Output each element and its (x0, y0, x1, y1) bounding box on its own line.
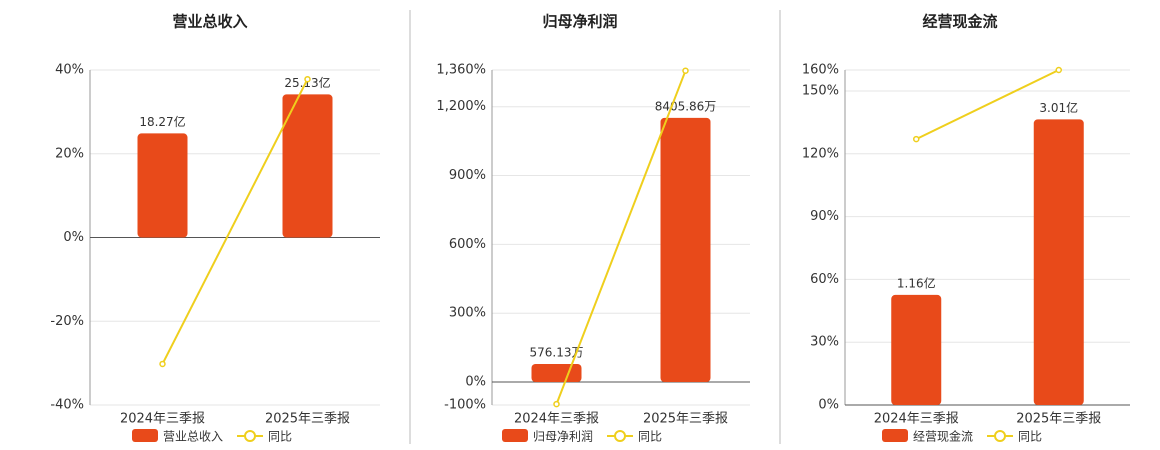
legend-label: 归母净利润 (533, 430, 593, 444)
bar (891, 294, 942, 405)
y-tick-label: 1,360% (436, 63, 486, 78)
value-label: 3.01亿 (1039, 100, 1078, 115)
line (161, 78, 309, 365)
legend-swatch (882, 429, 908, 442)
bar (137, 133, 188, 238)
line-point (913, 135, 920, 143)
y-tick-label: 30% (810, 335, 839, 350)
y-tick-label: 20% (55, 146, 84, 161)
x-tick-label: 2025年三季报 (1016, 412, 1101, 427)
y-tick-label: 90% (810, 209, 839, 224)
y-tick-label: 0% (818, 398, 839, 413)
value-label: 18.27亿 (139, 114, 185, 129)
x-tick-label: 2025年三季报 (643, 412, 728, 427)
legend-label: 同比 (1018, 430, 1042, 444)
legend-swatch (132, 429, 158, 442)
line (915, 69, 1060, 140)
x-tick-label: 2024年三季报 (120, 412, 205, 427)
x-tick-label: 2024年三季报 (514, 412, 599, 427)
x-tick-label: 2024年三季报 (874, 412, 959, 427)
legend-label: 同比 (638, 430, 662, 444)
y-tick-label: 150% (802, 83, 839, 98)
x-tick-label: 2025年三季报 (265, 412, 350, 427)
line-point (1055, 66, 1062, 74)
y-tick-label: 60% (810, 272, 839, 287)
line-point (682, 67, 689, 74)
y-tick-label: -40% (50, 398, 84, 413)
legend-label: 经营现金流 (913, 429, 973, 444)
line-point (553, 400, 560, 408)
chart-title: 经营现金流 (922, 13, 997, 31)
chart-title: 营业总收入 (172, 13, 247, 31)
y-tick-label: 1,200% (436, 99, 486, 114)
line-point (304, 75, 311, 83)
line (555, 70, 687, 405)
y-tick-label: -20% (50, 314, 84, 329)
value-label: 576.13万 (530, 345, 584, 359)
value-label: 1.16亿 (897, 275, 936, 290)
chart-title: 归母净利润 (542, 13, 617, 31)
legend-swatch (244, 430, 257, 442)
line-point (159, 360, 166, 368)
y-tick-label: 40% (55, 63, 84, 78)
legend-swatch (994, 430, 1007, 442)
y-tick-label: 600% (449, 237, 486, 252)
legend-label: 营业总收入 (163, 430, 223, 444)
value-label: 8405.86万 (655, 99, 717, 113)
bar (1033, 119, 1084, 405)
y-tick-label: 160% (802, 63, 839, 78)
bar (531, 363, 582, 383)
legend-swatch (502, 429, 528, 442)
y-tick-label: 0% (465, 375, 486, 390)
y-tick-label: 300% (449, 306, 486, 321)
legend-swatch (614, 430, 627, 442)
legend-label: 同比 (268, 430, 292, 444)
bar (660, 117, 711, 383)
bar (282, 94, 333, 238)
y-tick-label: 120% (802, 146, 839, 161)
y-tick-label: -100% (444, 398, 486, 413)
y-tick-label: 0% (63, 230, 84, 245)
y-tick-label: 900% (449, 168, 486, 183)
